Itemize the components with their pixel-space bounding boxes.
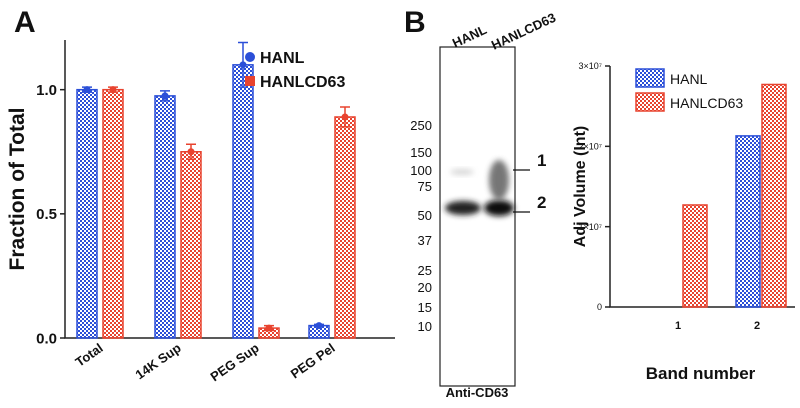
data-point <box>161 92 169 100</box>
marker-label: 150 <box>410 145 432 160</box>
bar <box>76 88 98 339</box>
y-tick-label: 1×10⁷ <box>578 222 602 232</box>
legend-swatch <box>635 92 665 112</box>
marker-label: 37 <box>418 233 432 248</box>
x-tick-label: PEG Sup <box>208 340 262 384</box>
marker-label: 25 <box>418 263 432 278</box>
panel-label: A <box>14 6 36 39</box>
data-point <box>109 86 117 94</box>
band-label: 2 <box>537 193 546 212</box>
x-tick-label: 2 <box>754 320 760 332</box>
marker-label: 10 <box>418 319 432 334</box>
y-tick-label: 0 <box>597 302 602 312</box>
blot-band <box>484 200 514 216</box>
lane-label: HANLCD63 <box>489 10 558 53</box>
legend-swatch <box>245 52 255 62</box>
bar <box>334 116 356 339</box>
data-point <box>187 148 195 156</box>
y-tick-label: 3×10⁷ <box>578 61 602 71</box>
x-tick-label: 14K Sup <box>133 340 184 382</box>
data-point <box>265 324 273 332</box>
blot-caption: Anti-CD63 <box>446 385 509 400</box>
marker-label: 75 <box>418 179 432 194</box>
blot-band <box>445 201 481 215</box>
x-tick-label: PEG Pel <box>288 340 338 381</box>
band-label: 1 <box>537 151 546 170</box>
lane-label: HANL <box>450 22 489 51</box>
marker-label: 20 <box>418 280 432 295</box>
x-tick-label: Total <box>72 340 105 370</box>
marker-label: 250 <box>410 118 432 133</box>
x-axis-title: Band number <box>646 364 756 383</box>
panel-label: B <box>404 6 426 39</box>
bar <box>735 135 761 308</box>
bar <box>232 64 254 339</box>
legend-label: HANL <box>260 50 305 67</box>
legend-label: HANL <box>670 71 708 87</box>
blot-frame <box>439 46 516 387</box>
legend-label: HANLCD63 <box>260 74 345 91</box>
bar <box>761 83 787 308</box>
data-point <box>315 322 323 330</box>
data-point <box>239 61 247 69</box>
marker-label: 15 <box>418 300 432 315</box>
y-tick-label: 1.0 <box>36 82 57 99</box>
blot-smear <box>489 160 509 200</box>
bar <box>102 88 124 339</box>
y-tick-label: 0.5 <box>36 206 57 223</box>
blot-smear <box>450 169 474 175</box>
marker-label: 50 <box>418 208 432 223</box>
y-tick-label: 0.0 <box>36 330 57 347</box>
bar <box>180 151 202 339</box>
y-axis-title: Adj Volume (Int) <box>572 126 589 247</box>
legend-swatch <box>635 68 665 88</box>
y-axis-title: Fraction of Total <box>6 108 29 271</box>
data-point <box>341 113 349 121</box>
legend-swatch <box>245 76 255 86</box>
data-point <box>83 86 91 94</box>
y-tick-label: 2×10⁷ <box>578 141 602 151</box>
marker-label: 100 <box>410 163 432 178</box>
bar <box>154 95 176 339</box>
x-tick-label: 1 <box>675 320 681 332</box>
legend-label: HANLCD63 <box>670 95 743 111</box>
bar <box>682 204 708 308</box>
